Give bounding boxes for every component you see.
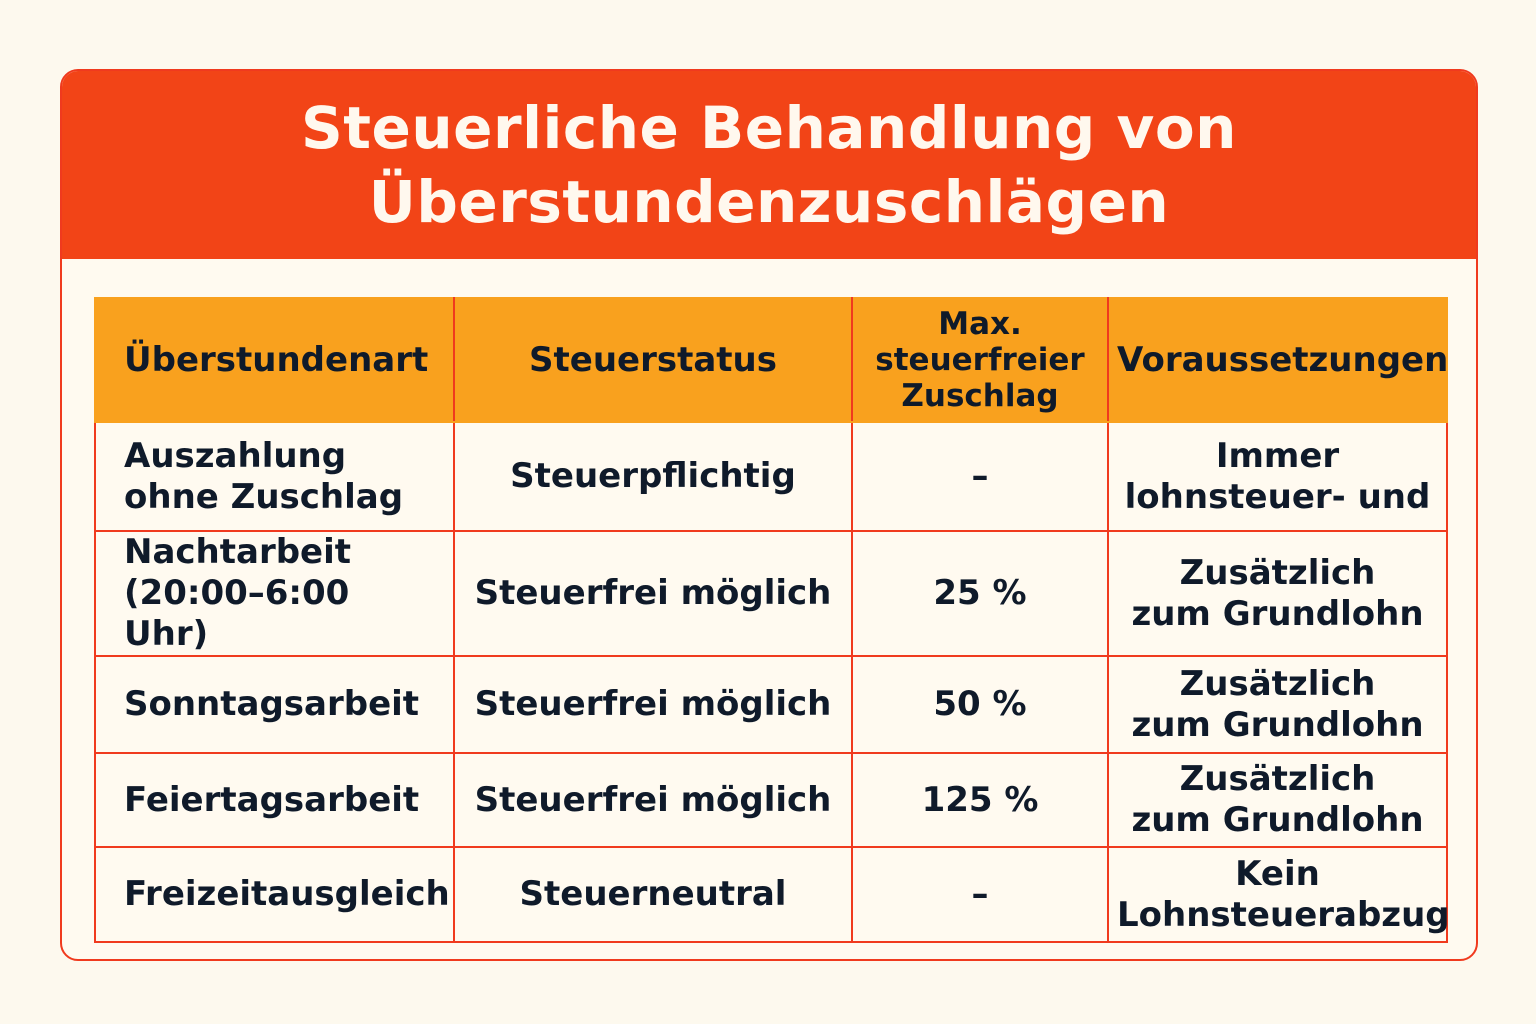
cell-tax-status: Steuerneutral xyxy=(453,846,853,943)
cell-max-tax-free: 125 % xyxy=(851,752,1109,848)
cell-requirements: Immer lohnsteuer- und xyxy=(1107,421,1448,532)
table-row: Auszahlung ohne Zuschlag Steuerpflichtig –… xyxy=(94,421,1448,532)
cell-overtime-type: Freizeitausgleich xyxy=(94,846,455,943)
cell-max-tax-free: 50 % xyxy=(851,655,1109,754)
table-row: Nachtarbeit (20:00–6:00 Uhr) Steuerfrei m… xyxy=(94,530,1448,657)
header-requirements: Voraussetzungen xyxy=(1107,297,1448,423)
cell-requirements: Zusätzlich zum Grundlohn xyxy=(1107,530,1448,657)
cell-requirements: Zusätzlich zum Grundlohn xyxy=(1107,655,1448,754)
title-banner: Steuerliche Behandlung von Überstundenzu… xyxy=(62,71,1476,259)
header-max-tax-free: Max. steuerfreier Zuschlag xyxy=(851,297,1109,423)
cell-overtime-type: Feiertagsarbeit xyxy=(94,752,455,848)
cell-overtime-type: Auszahlung ohne Zuschlag xyxy=(94,421,455,532)
cell-requirements: Kein Lohnsteuerabzug xyxy=(1107,846,1450,943)
cell-tax-status: Steuerpflichtig xyxy=(453,421,853,532)
table-row: Sonntagsarbeit Steuerfrei möglich 50 % Zusä… xyxy=(94,655,1448,754)
cell-max-tax-free: 25 % xyxy=(851,530,1109,657)
cell-overtime-type: Nachtarbeit (20:00–6:00 Uhr) xyxy=(94,530,455,657)
header-overtime-type: Überstundenart xyxy=(94,297,455,423)
cell-overtime-type: Sonntagsarbeit xyxy=(94,655,455,754)
header-tax-status: Steuerstatus xyxy=(453,297,853,423)
cell-requirements: Zusätzlich zum Grundlohn xyxy=(1107,752,1448,848)
cell-tax-status: Steuerfrei möglich xyxy=(453,530,853,657)
overtime-tax-table: Überstundenart Steuerstatus Max. steuerf… xyxy=(94,297,1450,943)
page-title: Steuerliche Behandlung von Überstundenzu… xyxy=(301,94,1237,236)
table-row: Freizeitausgleich Steuerneutral – Kein Lohn… xyxy=(94,846,1450,943)
cell-tax-status: Steuerfrei möglich xyxy=(453,655,853,754)
cell-tax-status: Steuerfrei möglich xyxy=(453,752,853,848)
cell-max-tax-free: – xyxy=(851,421,1109,532)
table-header-row: Überstundenart Steuerstatus Max. steuerf… xyxy=(94,297,1448,423)
cell-max-tax-free: – xyxy=(851,846,1109,943)
infographic-card: Steuerliche Behandlung von Überstundenzu… xyxy=(60,69,1478,961)
table-row: Feiertagsarbeit Steuerfrei möglich 125 % Zu… xyxy=(94,752,1448,848)
